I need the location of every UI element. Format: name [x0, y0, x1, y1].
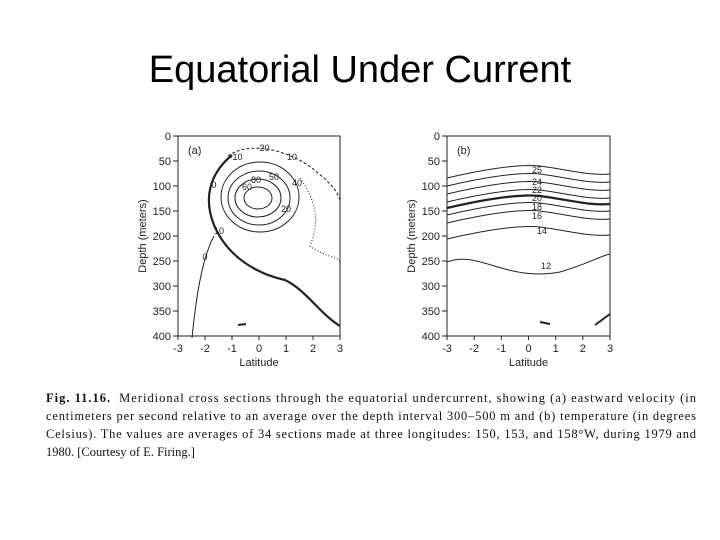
contour — [299, 177, 341, 263]
mark — [539, 321, 551, 325]
contour-label: 60 — [242, 182, 252, 192]
contour-label: 20 — [532, 193, 542, 203]
y-tick-label: 50 — [428, 156, 440, 168]
y-tick-label: 150 — [422, 206, 440, 218]
y-tick-label: 400 — [422, 331, 440, 343]
contour-label: 18 — [532, 202, 542, 212]
zero-contour — [207, 154, 341, 327]
contour-label: 80 — [251, 175, 261, 185]
contour-label: 12 — [541, 261, 551, 271]
y-tick-label: 200 — [153, 231, 171, 243]
panel-label: (b) — [457, 145, 470, 157]
contours-b — [446, 165, 611, 326]
contour — [227, 170, 291, 226]
contour-label: 24 — [532, 177, 542, 187]
x-tick-label: -1 — [496, 343, 506, 355]
x-tick-label: 2 — [580, 343, 586, 355]
x-tick-label: 1 — [283, 343, 289, 355]
slide-title: Equatorial Under Current — [149, 49, 572, 91]
y-tick-label: 250 — [153, 256, 171, 268]
contour — [446, 189, 611, 203]
caption-line: Celsius). The values are averages of 34 … — [46, 427, 697, 441]
contour — [446, 253, 611, 275]
y-tick-label: 250 — [422, 256, 440, 268]
y-tick-label: 350 — [422, 306, 440, 318]
contours-a — [191, 147, 341, 339]
y-tick-label: 300 — [153, 281, 171, 293]
panel-label: (a) — [188, 145, 201, 157]
x-axis-label: Latitude — [239, 357, 278, 369]
mark — [237, 323, 247, 326]
y-tick-label: 100 — [153, 181, 171, 193]
contour — [446, 210, 611, 224]
x-tick-label: 3 — [337, 343, 343, 355]
contour-label: 50 — [269, 172, 279, 182]
contour-label: 0 — [202, 252, 207, 262]
contour — [191, 235, 215, 339]
caption-line: 1980. [Courtesy of E. Firing.] — [46, 445, 195, 459]
caption-line: centimeters per second relative to an av… — [46, 409, 696, 423]
y-tick-label: 150 — [153, 206, 171, 218]
contour — [446, 181, 611, 195]
contour — [220, 161, 300, 233]
x-tick-label: 2 — [310, 343, 316, 355]
contour-label: 16 — [532, 211, 542, 221]
contour — [234, 178, 282, 218]
y-tick-label: 50 — [159, 156, 171, 168]
caption: Fig. 11.16. Meridional cross sections thr… — [46, 391, 697, 459]
y-tick-label: 400 — [153, 331, 171, 343]
caption-text: Meridional cross sections through the eq… — [119, 391, 697, 405]
x-tick-label: -2 — [469, 343, 479, 355]
x-axis-label: Latitude — [509, 357, 548, 369]
x-tick-label: -1 — [227, 343, 237, 355]
y-tick-label: 100 — [422, 181, 440, 193]
contour — [446, 202, 611, 216]
y-tick-label: 300 — [422, 281, 440, 293]
contour — [446, 226, 611, 240]
contour-label: 22 — [532, 185, 542, 195]
contour-label: 20 — [281, 204, 291, 214]
y-tick-label: 0 — [434, 131, 440, 143]
contour-label: -20 — [256, 143, 269, 153]
contour-label: 14 — [537, 226, 547, 236]
contour — [446, 173, 611, 187]
contour-label: -10 — [229, 152, 242, 162]
contour — [594, 313, 611, 326]
y-tick-label: 200 — [422, 231, 440, 243]
contour-label: 10 — [214, 226, 224, 236]
contour — [446, 165, 611, 179]
contour — [446, 194, 611, 210]
x-tick-label: -3 — [442, 343, 452, 355]
y-axis-label: Depth (meters) — [137, 199, 149, 272]
x-tick-label: 0 — [525, 343, 531, 355]
x-tick-label: 1 — [553, 343, 559, 355]
contour-label: 10 — [287, 152, 297, 162]
caption-label: Fig. 11.16. — [46, 391, 110, 405]
x-tick-label: -3 — [173, 343, 183, 355]
contour-label: 40 — [292, 178, 302, 188]
x-tick-label: 3 — [607, 343, 613, 355]
y-tick-label: 0 — [165, 131, 171, 143]
caption-line: Fig. 11.16. Meridional cross sections thr… — [46, 391, 697, 405]
contour-label: 0 — [211, 180, 216, 190]
y-axis-label: Depth (meters) — [406, 199, 418, 272]
x-tick-label: 0 — [256, 343, 262, 355]
contour-label: 25 — [532, 165, 542, 175]
y-tick-label: 350 — [153, 306, 171, 318]
contour — [243, 186, 273, 210]
contour — [227, 147, 341, 203]
x-tick-label: -2 — [200, 343, 210, 355]
